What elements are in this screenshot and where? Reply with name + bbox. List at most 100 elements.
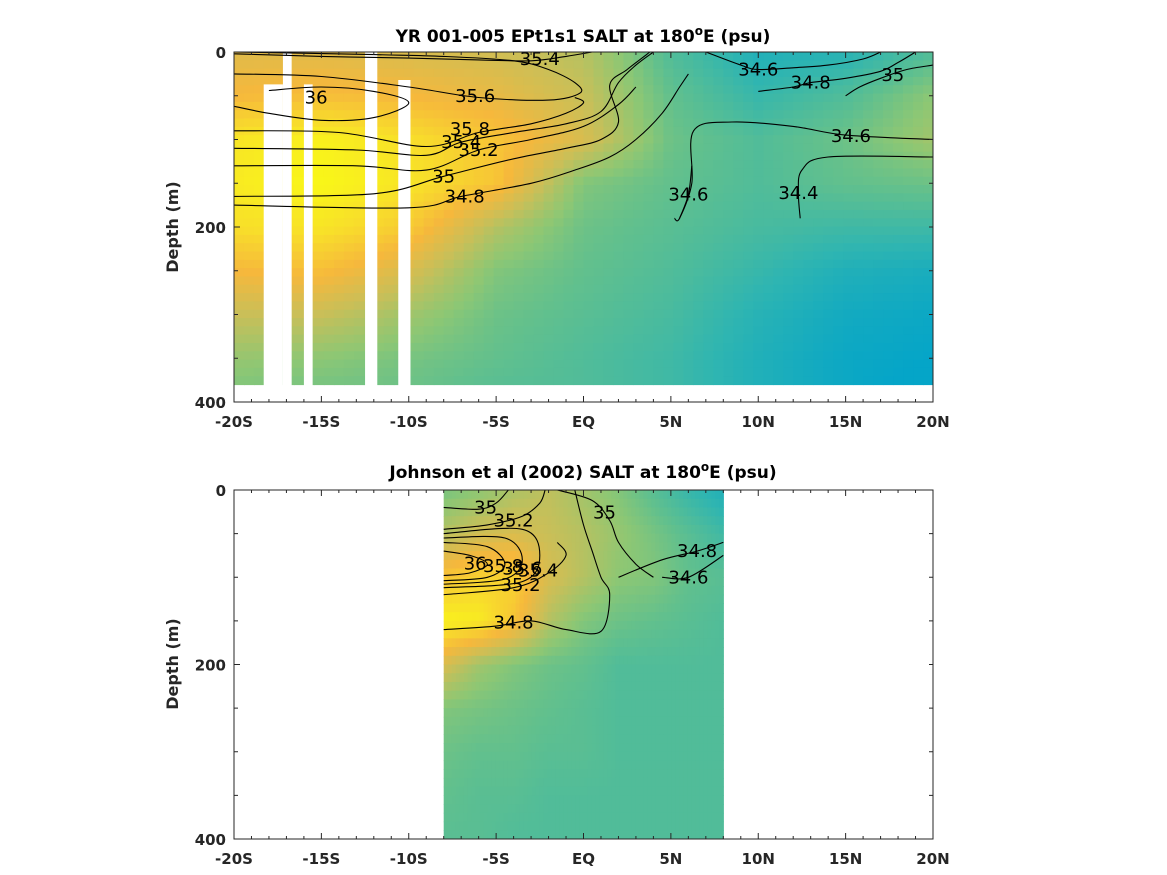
salinity-cell	[293, 135, 305, 145]
salinity-cell	[493, 226, 505, 236]
salinity-cell	[583, 218, 595, 228]
salinity-cell	[253, 351, 265, 361]
salinity-cell	[603, 725, 609, 735]
salinity-cell	[883, 193, 894, 203]
salinity-cell	[823, 367, 834, 377]
x-tick-label: -15S	[302, 413, 340, 431]
salinity-cell	[527, 725, 533, 735]
salinity-cell	[511, 559, 517, 570]
salinity-cell	[423, 101, 435, 111]
salinity-cell	[495, 603, 501, 613]
salinity-cell	[515, 533, 521, 543]
salinity-cell	[527, 568, 533, 578]
salinity-cell	[479, 673, 485, 683]
salinity-cell	[473, 309, 485, 319]
salinity-cell	[633, 284, 645, 294]
salinity-cell	[803, 101, 814, 111]
salinity-cell	[447, 655, 453, 666]
salinity-cell	[491, 716, 497, 727]
salinity-cell	[535, 577, 541, 587]
salinity-cell	[893, 193, 904, 203]
salinity-cell	[535, 777, 541, 788]
salinity-cell	[633, 359, 645, 369]
salinity-cell	[693, 293, 704, 302]
salinity-cell	[553, 101, 565, 111]
salinity-cell	[575, 647, 581, 657]
salinity-cell	[753, 151, 764, 161]
salinity-cell	[563, 638, 569, 648]
salinity-cell	[383, 101, 395, 111]
salinity-cell	[443, 201, 455, 211]
salinity-cell	[573, 326, 585, 336]
salinity-cell	[515, 620, 521, 631]
salinity-cell	[627, 542, 633, 552]
salinity-cell	[519, 655, 525, 666]
salinity-cell	[473, 351, 485, 361]
salinity-cell	[883, 243, 894, 253]
salinity-cell	[903, 284, 914, 294]
salinity-cell	[479, 507, 485, 517]
salinity-cell	[423, 52, 435, 61]
salinity-cell	[531, 516, 537, 526]
salinity-cell	[383, 293, 395, 302]
salinity-cell	[333, 334, 345, 344]
salinity-cell	[783, 284, 794, 294]
salinity-cell	[693, 193, 704, 203]
salinity-cell	[531, 664, 537, 674]
salinity-cell	[913, 226, 924, 236]
salinity-cell	[533, 351, 545, 361]
salinity-cell	[253, 276, 265, 286]
salinity-cell	[559, 743, 565, 753]
salinity-cell	[551, 612, 557, 622]
salinity-cell	[467, 734, 473, 744]
salinity-cell	[513, 293, 525, 302]
salinity-cell	[773, 126, 784, 136]
salinity-cell	[823, 334, 834, 344]
salinity-cell	[495, 708, 501, 718]
salinity-cell	[443, 743, 449, 753]
salinity-cell	[783, 160, 794, 169]
salinity-cell	[507, 585, 513, 596]
salinity-cell	[619, 751, 625, 762]
salinity-cell	[643, 135, 654, 145]
salinity-cell	[353, 218, 365, 228]
salinity-cell	[773, 276, 784, 286]
salinity-cell	[519, 568, 525, 578]
salinity-cell	[499, 516, 505, 526]
salinity-cell	[643, 151, 654, 161]
salinity-cell	[507, 830, 513, 839]
salinity-cell	[743, 268, 754, 278]
salinity-cell	[455, 777, 461, 788]
salinity-cell	[611, 681, 617, 692]
salinity-cell	[519, 716, 525, 727]
salinity-cell	[703, 293, 714, 302]
salinity-cell	[843, 326, 854, 336]
salinity-cell	[547, 681, 553, 692]
salinity-cell	[491, 769, 497, 779]
salinity-cell	[603, 490, 609, 500]
salinity-cell	[373, 226, 385, 236]
salinity-cell	[559, 664, 565, 674]
salinity-cell	[653, 243, 664, 253]
salinity-cell	[547, 568, 553, 578]
salinity-cell	[383, 68, 395, 78]
salinity-cell	[443, 218, 455, 228]
salinity-cell	[511, 699, 517, 709]
salinity-cell	[733, 110, 744, 120]
salinity-cell	[673, 76, 684, 86]
salinity-cell	[253, 143, 265, 153]
salinity-cell	[323, 168, 335, 178]
salinity-cell	[413, 359, 425, 369]
salinity-cell	[447, 777, 453, 788]
salinity-cell	[883, 367, 894, 377]
salinity-cell	[723, 101, 734, 111]
salinity-cell	[653, 201, 664, 211]
salinity-cell	[913, 68, 924, 78]
salinity-cell	[463, 93, 475, 103]
salinity-cell	[853, 126, 864, 136]
salinity-cell	[483, 168, 495, 178]
salinity-cell	[499, 743, 505, 753]
salinity-cell	[783, 201, 794, 211]
salinity-cell	[635, 577, 641, 587]
salinity-cell	[627, 821, 633, 831]
